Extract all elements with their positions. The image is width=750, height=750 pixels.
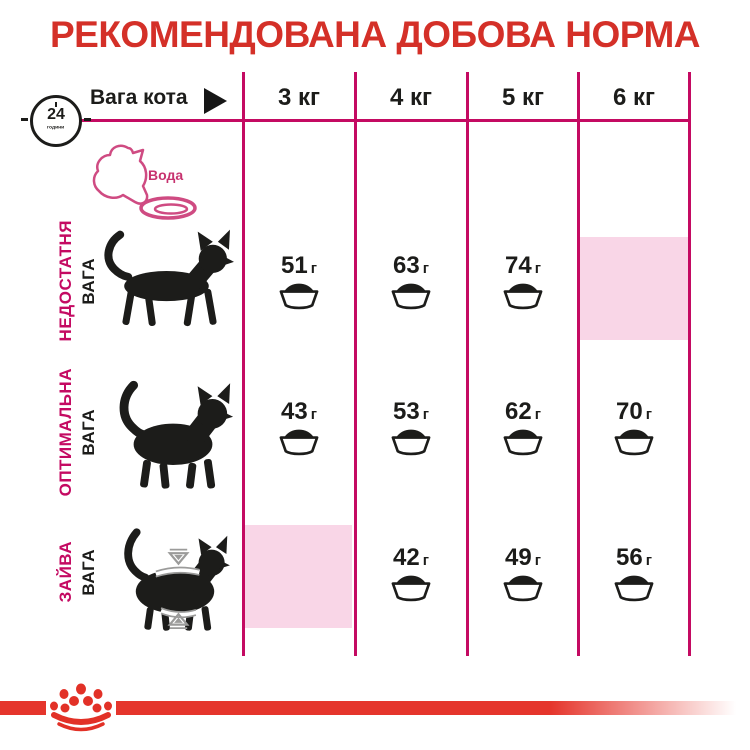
- ration-value: 53 г: [393, 398, 429, 425]
- fat-cat-icon: [114, 516, 236, 640]
- water-icon: Вода: [86, 142, 208, 226]
- column-divider: [688, 72, 691, 656]
- footer-bar-left: [0, 701, 46, 715]
- row-label-rest: ВАГА: [78, 257, 98, 305]
- column-divider: [242, 72, 245, 656]
- slim-cat-icon: [100, 227, 236, 331]
- column-header-4kg: 4 кг: [389, 84, 433, 111]
- food-bowl-icon: [388, 573, 434, 603]
- clock-tick-left: [21, 118, 28, 121]
- food-bowl-icon: [500, 427, 546, 457]
- cat-drinking-icon: [86, 142, 208, 226]
- clock-hours-unit: години: [47, 123, 65, 130]
- footer-bar-right: [116, 701, 736, 715]
- row-label-underweight: НЕДОСТАТНЯ ВАГА: [48, 220, 106, 341]
- food-bowl-icon: [500, 281, 546, 311]
- ration-cell: 70 г: [580, 399, 688, 462]
- clock-hours: 24: [47, 106, 65, 123]
- crown-paw-logo-icon: [47, 682, 115, 732]
- ration-value: 74 г: [505, 252, 541, 279]
- food-bowl-icon: [611, 573, 657, 603]
- ration-value: 42 г: [393, 544, 429, 571]
- food-bowl-icon: [500, 573, 546, 603]
- ration-value: 62 г: [505, 398, 541, 425]
- ration-value: 51 г: [281, 252, 317, 279]
- row-label-optimal: ОПТИМАЛЬНА ВАГА: [48, 368, 106, 496]
- column-divider: [354, 72, 357, 656]
- column-divider: [466, 72, 469, 656]
- ration-cell: 53 г: [357, 399, 465, 462]
- ration-value: 43 г: [281, 398, 317, 425]
- water-label: Вода: [148, 167, 184, 183]
- header-divider: [44, 119, 691, 122]
- ration-value: 56 г: [616, 544, 652, 571]
- row-label-rest: ВАГА: [78, 408, 98, 456]
- row-label-accent: ЗАЙВА: [55, 541, 75, 603]
- page-title: РЕКОМЕНДОВАНА ДОБОВА НОРМА: [49, 14, 701, 55]
- row-label-overweight: ЗАЙВА ВАГА: [48, 516, 106, 628]
- column-header-5kg: 5 кг: [501, 84, 545, 111]
- food-bowl-icon: [276, 281, 322, 311]
- food-bowl-icon: [611, 427, 657, 457]
- ration-value: 70 г: [616, 398, 652, 425]
- food-bowl-icon: [388, 281, 434, 311]
- normal-cat-icon: [110, 374, 238, 494]
- row-label-accent: НЕДОСТАТНЯ: [55, 220, 75, 342]
- highlight-cell-overweight-3kg: [245, 525, 352, 628]
- highlight-cell-underweight-6kg: [580, 237, 688, 340]
- column-header-3kg: 3 кг: [277, 84, 321, 111]
- ration-cell: 49 г: [469, 545, 577, 608]
- ration-value: 63 г: [393, 252, 429, 279]
- arrow-right-icon: [204, 88, 227, 114]
- weight-label: Вага кота: [90, 86, 188, 109]
- 24-hours-clock-icon: 24 години: [30, 95, 82, 147]
- ration-cell: 51 г: [245, 253, 353, 316]
- column-divider: [577, 72, 580, 656]
- ration-cell: 62 г: [469, 399, 577, 462]
- clock-tick-top: [55, 102, 57, 107]
- column-header-6kg: 6 кг: [612, 84, 656, 111]
- food-bowl-icon: [276, 427, 322, 457]
- row-label-rest: ВАГА: [78, 548, 98, 596]
- ration-value: 49 г: [505, 544, 541, 571]
- ration-cell: 74 г: [469, 253, 577, 316]
- ration-cell: 42 г: [357, 545, 465, 608]
- ration-cell: 56 г: [580, 545, 688, 608]
- ration-cell: 63 г: [357, 253, 465, 316]
- food-bowl-icon: [388, 427, 434, 457]
- row-label-accent: ОПТИМАЛЬНА: [55, 367, 75, 497]
- clock-tick-right: [84, 118, 91, 121]
- ration-cell: 43 г: [245, 399, 353, 462]
